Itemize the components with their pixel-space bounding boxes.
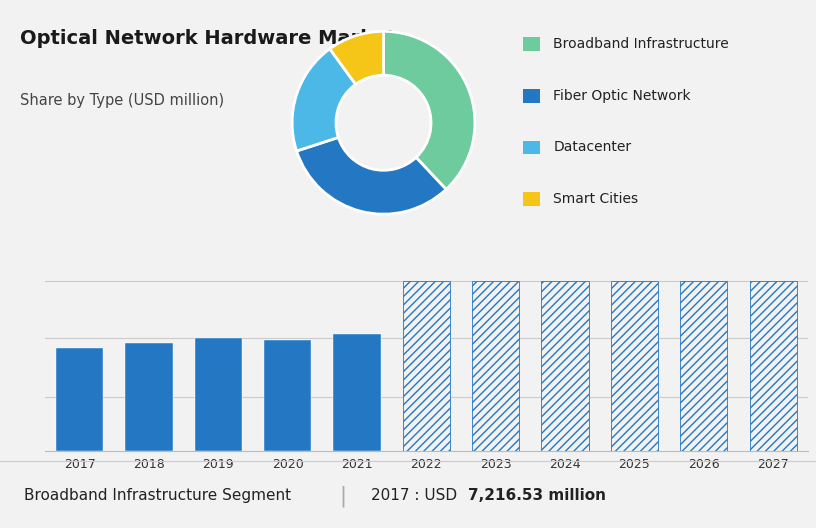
Bar: [750, 281, 796, 451]
Bar: [542, 281, 588, 451]
Bar: [681, 281, 727, 451]
Text: Broadband Infrastructure Segment: Broadband Infrastructure Segment: [24, 488, 291, 503]
Bar: [195, 337, 242, 451]
Text: Share by Type (USD million): Share by Type (USD million): [20, 93, 224, 108]
Bar: [126, 343, 172, 451]
Text: Optical Network Hardware Market: Optical Network Hardware Market: [20, 30, 396, 49]
Text: Broadband Infrastructure: Broadband Infrastructure: [553, 37, 729, 51]
Bar: [264, 340, 311, 451]
Bar: [56, 348, 103, 451]
Bar: [611, 281, 658, 451]
Wedge shape: [384, 31, 475, 190]
Text: Datacenter: Datacenter: [553, 140, 632, 154]
Text: 2017 : USD: 2017 : USD: [371, 488, 463, 503]
Wedge shape: [296, 137, 446, 214]
Bar: [523, 192, 539, 205]
Bar: [403, 281, 450, 451]
Text: |: |: [339, 485, 346, 506]
Bar: [334, 334, 380, 451]
Bar: [472, 281, 519, 451]
Text: 7,216.53 million: 7,216.53 million: [468, 488, 605, 503]
Bar: [523, 89, 539, 102]
Wedge shape: [330, 31, 384, 84]
Bar: [523, 140, 539, 154]
Text: Fiber Optic Network: Fiber Optic Network: [553, 89, 691, 103]
Wedge shape: [292, 49, 356, 151]
Text: Smart Cities: Smart Cities: [553, 192, 638, 206]
Bar: [523, 37, 539, 51]
